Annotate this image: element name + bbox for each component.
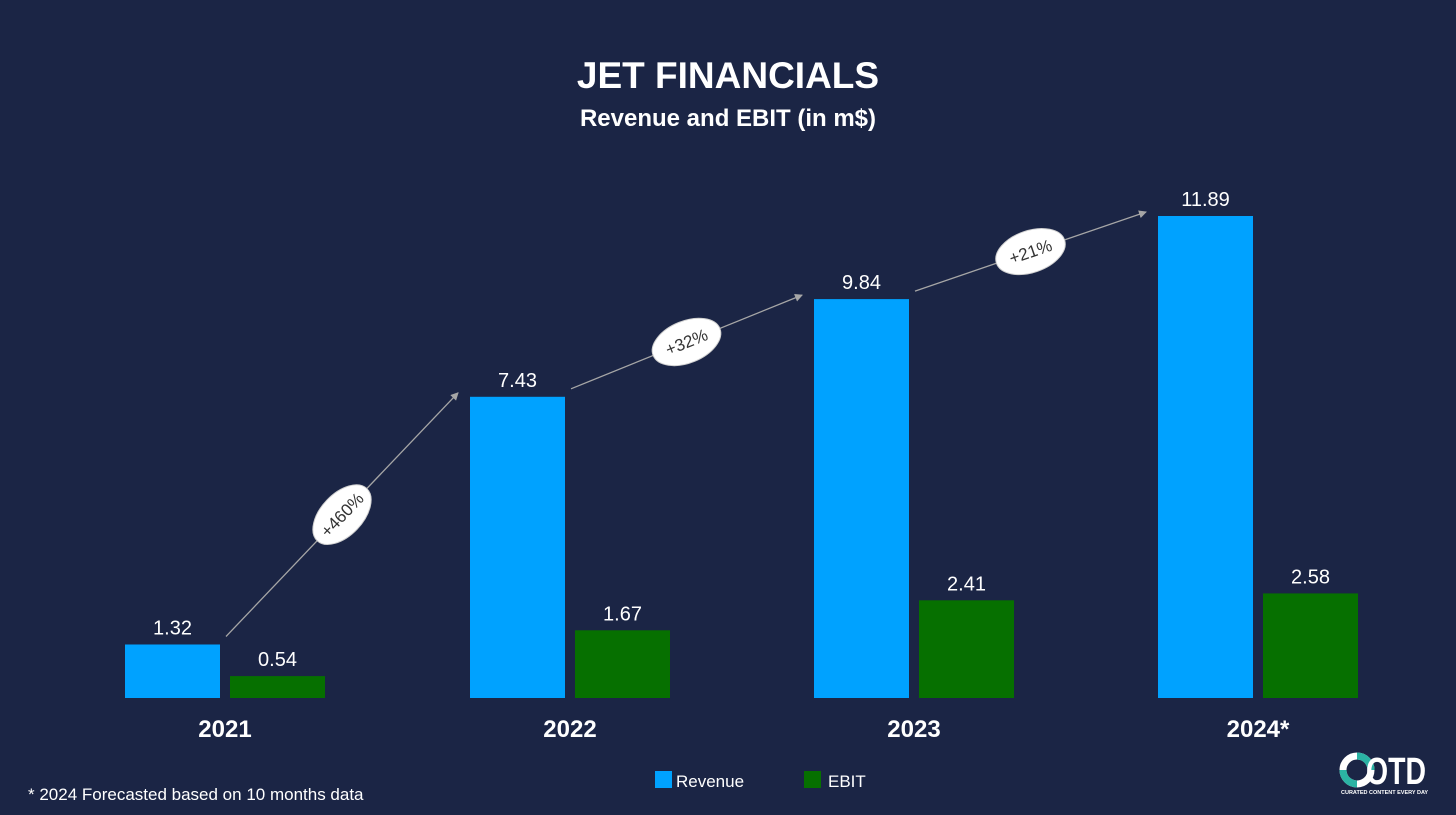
x-tick-label-2023: 2023 [887, 716, 940, 743]
value-label-revenue-2021: 1.32 [153, 617, 192, 639]
growth-badge-1: +460% [312, 484, 372, 545]
growth-badge-oval [995, 228, 1066, 276]
growth-badge-oval [651, 317, 722, 367]
bar-ebit-2022 [575, 630, 670, 698]
legend-revenue-label: Revenue [676, 772, 744, 791]
legend-ebit-label: EBIT [828, 772, 866, 791]
logo-ring-icon [1339, 752, 1375, 788]
value-label-revenue-2024: 11.89 [1181, 189, 1230, 211]
value-label-revenue-2023: 9.84 [842, 272, 881, 294]
bar-revenue-2022 [470, 396, 565, 698]
bars-group: 1.32 0.54 2021 7.43 1.67 2022 9.84 2.41 2023 11.8… [125, 189, 1358, 743]
growth-badge-3: +21% [995, 228, 1066, 276]
value-label-revenue-2022: 7.43 [498, 370, 537, 392]
x-tick-label-2021: 2021 [198, 716, 251, 743]
x-tick-label-2024: 2024* [1227, 716, 1290, 743]
bar-ebit-2023 [919, 600, 1014, 698]
bar-ebit-2021 [230, 676, 325, 698]
logo-wordmark: OTD [1366, 751, 1426, 793]
chart-title: JET FINANCIALS [577, 55, 879, 96]
value-label-ebit-2023: 2.41 [947, 573, 986, 595]
footnote: * 2024 Forecasted based on 10 months dat… [28, 785, 364, 804]
bar-ebit-2024 [1263, 593, 1358, 698]
value-label-ebit-2021: 0.54 [258, 649, 297, 671]
logo-tagline: CURATED CONTENT EVERY DAY [1341, 790, 1428, 796]
growth-badge-oval [312, 484, 372, 545]
growth-annotations: +460% +32% +21% [225, 210, 1147, 637]
legend-ebit-swatch [804, 771, 821, 788]
legend-revenue-swatch [655, 771, 672, 788]
bar-revenue-2023 [814, 299, 909, 698]
chart-subtitle: Revenue and EBIT (in m$) [580, 105, 876, 132]
otd-logo: OTD CURATED CONTENT EVERY DAY [1339, 751, 1428, 796]
value-label-ebit-2022: 1.67 [603, 603, 642, 625]
growth-badge-2: +32% [651, 317, 722, 367]
value-label-ebit-2024: 2.58 [1291, 566, 1330, 588]
legend: Revenue EBIT [655, 771, 866, 791]
x-tick-label-2022: 2022 [543, 716, 596, 743]
bar-revenue-2021 [125, 644, 220, 698]
bar-revenue-2024 [1158, 216, 1253, 698]
